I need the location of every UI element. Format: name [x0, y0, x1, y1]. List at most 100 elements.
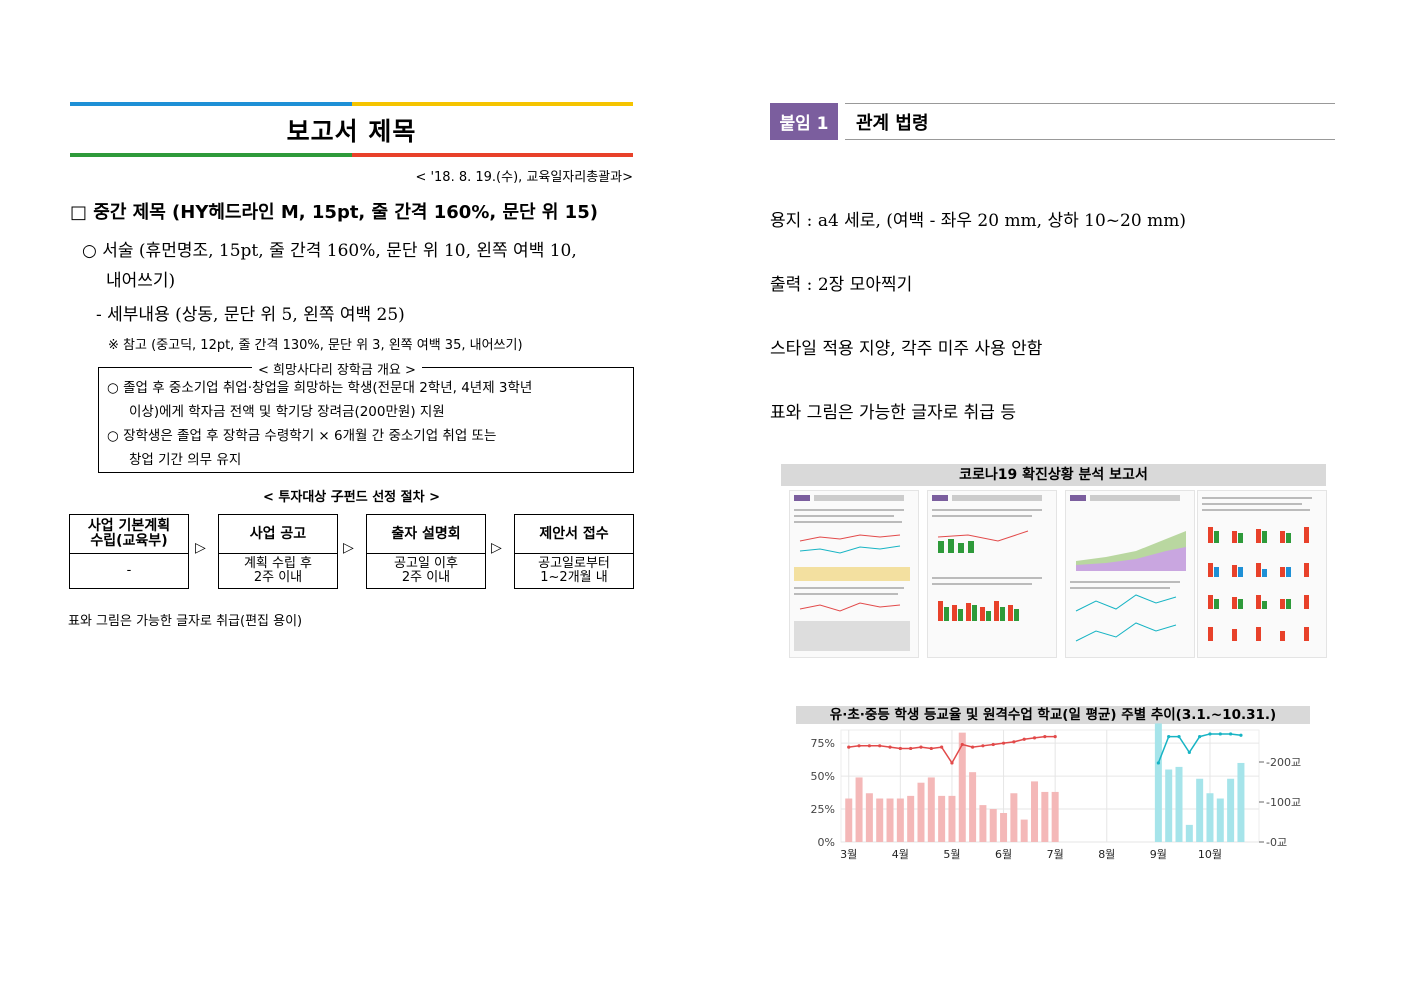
x-tick-label: 10월: [1198, 848, 1222, 861]
process-step-1: 사업 기본계획 수립(교육부) -: [69, 514, 189, 589]
appendix-tag: 붙임 1: [770, 103, 838, 140]
box-line-2: 이상)에게 학자금 전액 및 학기당 장려금(200만원) 지원: [129, 404, 445, 420]
bar: [1185, 824, 1193, 842]
tag-rule-bottom: [845, 139, 1335, 140]
process-step-4: 제안서 접수 공고일로부터 1~2개월 내: [514, 514, 634, 589]
y-tick-right: -0교: [1266, 836, 1287, 849]
report-page-2: [927, 490, 1057, 658]
report-page-1: [789, 490, 919, 658]
line-point: [970, 745, 975, 749]
process-step-3: 출자 설명회 공고일 이후 2주 이내: [366, 514, 486, 589]
step-arrow-2: ▷: [343, 540, 354, 556]
y-tick-right: -200교: [1266, 756, 1301, 769]
line-point: [1043, 734, 1047, 739]
process-title: < 투자대상 子펀드 선정 절차 >: [262, 490, 440, 505]
bar: [1216, 798, 1224, 842]
line-point: [1177, 734, 1181, 739]
chart-plot: 0% 25% 50% 75% -0교 -100교 -200교 3월 4월 5월 6월 7월 8월 9월 10…: [811, 723, 1301, 861]
bar: [1196, 778, 1204, 842]
step-arrow-1: ▷: [195, 540, 206, 556]
line-point: [1032, 736, 1037, 740]
line-point: [847, 745, 851, 749]
bar: [938, 795, 946, 842]
editing-note: 표와 그림은 가능한 글자로 취급(편집 용이): [68, 614, 303, 629]
line-point: [867, 744, 871, 748]
bar: [1206, 793, 1214, 842]
section-heading: □ 중간 제목 (HY헤드라인 M, 15pt, 줄 간격 160%, 문단 위…: [70, 202, 598, 223]
line-point: [1167, 734, 1171, 739]
scholarship-box: ○ 졸업 후 중소기업 취업·창업을 희망하는 학생(전문대 2학년, 4년제 …: [98, 367, 634, 473]
line-point: [898, 746, 902, 751]
appendix-title: 관계 법령: [856, 113, 929, 134]
step-4-body: 공고일로부터 1~2개월 내: [538, 556, 610, 585]
spec-line-figures: 표와 그림은 가능한 글자로 취급 등: [770, 403, 1016, 423]
bar: [876, 798, 884, 842]
bar: [1175, 766, 1183, 842]
report-page-3-graphic: [1070, 495, 1186, 642]
report-page-2-graphic: [932, 495, 1042, 621]
report-page-3: [1065, 490, 1195, 658]
trend-chart: 유·초·중등 학생 등교율 및 원격수업 학교(일 평균) 주별 추이(3.1.…: [781, 706, 1326, 866]
y-tick-left: 25%: [811, 803, 835, 816]
process-step-2: 사업 공고 계획 수립 후 2주 이내: [218, 514, 338, 589]
bar: [948, 795, 956, 842]
x-tick-label: 4월: [892, 848, 909, 861]
x-tick-label: 7월: [1047, 848, 1064, 861]
box-line-3: ○ 장학생은 졸업 후 장학금 수령학기 × 6개월 간 중소기업 취업 또는: [107, 428, 497, 444]
line-point: [1218, 732, 1222, 736]
line-point: [919, 745, 923, 749]
report-page-4-graphic: [1202, 497, 1312, 641]
paragraph-body: ○ 서술 (휴먼명조, 15pt, 줄 간격 160%, 문단 위 10, 왼쪽…: [82, 236, 637, 296]
step-1-head: 사업 기본계획 수립(교육부): [70, 515, 188, 554]
report-thumbnail-title: 코로나19 확진상황 분석 보고서: [781, 464, 1326, 486]
line-point: [888, 745, 892, 749]
bar: [989, 809, 997, 842]
line-point: [981, 744, 985, 748]
tag-rule-top: [845, 103, 1335, 104]
line-point: [1208, 732, 1212, 736]
step-4-head: 제안서 접수: [515, 515, 633, 554]
bar: [1010, 793, 1018, 842]
bar: [1051, 791, 1059, 842]
line-point: [991, 742, 995, 747]
page-title: 보고서 제목: [286, 117, 417, 146]
bar: [865, 793, 873, 842]
line-point: [1239, 733, 1243, 737]
bar: [958, 732, 966, 842]
line-point: [1198, 734, 1202, 739]
paragraph-line-2: 내어쓰기): [106, 271, 176, 291]
line-point: [940, 745, 944, 749]
bar: [896, 798, 904, 842]
x-tick-label: 8월: [1098, 848, 1115, 861]
step-3-head: 출자 설명회: [367, 515, 485, 554]
line-point: [878, 744, 882, 748]
bar: [886, 798, 894, 842]
bar: [969, 772, 977, 842]
line-point: [1156, 761, 1160, 765]
title-bar-top: [70, 102, 633, 106]
step-1-body: -: [126, 563, 132, 578]
line-point: [909, 746, 913, 751]
report-thumbnail: 코로나19 확진상황 분석 보고서: [781, 464, 1327, 660]
line-point: [1187, 750, 1191, 754]
title-bar-bottom: [70, 153, 633, 157]
y-tick-left: 50%: [811, 770, 835, 783]
y-tick-left: 0%: [818, 836, 835, 849]
date-line: < '18. 8. 19.(수), 교육일자리총괄과>: [415, 170, 633, 185]
spec-line-paper: 용지 : a4 세로, (여백 - 좌우 20 mm, 상하 10~20 mm): [770, 211, 1186, 231]
box-line-4: 창업 기간 의무 유지: [129, 452, 242, 468]
x-tick-label: 6월: [995, 848, 1012, 861]
bar: [1227, 778, 1235, 842]
box-title: < 희망사다리 장학금 개요 >: [252, 359, 422, 378]
line-point: [1022, 737, 1026, 741]
spec-line-print: 출력 : 2장 모아찍기: [770, 275, 913, 295]
bar: [907, 795, 915, 842]
step-arrow-3: ▷: [491, 540, 502, 556]
bar: [1000, 813, 1008, 842]
bar: [1165, 769, 1173, 842]
line-point: [1229, 732, 1233, 736]
bar: [917, 782, 925, 842]
line-point: [960, 742, 964, 747]
report-page-1-graphic: [794, 495, 910, 651]
box-line-1: ○ 졸업 후 중소기업 취업·창업을 희망하는 학생(전문대 2학년, 4년제 …: [107, 380, 533, 396]
